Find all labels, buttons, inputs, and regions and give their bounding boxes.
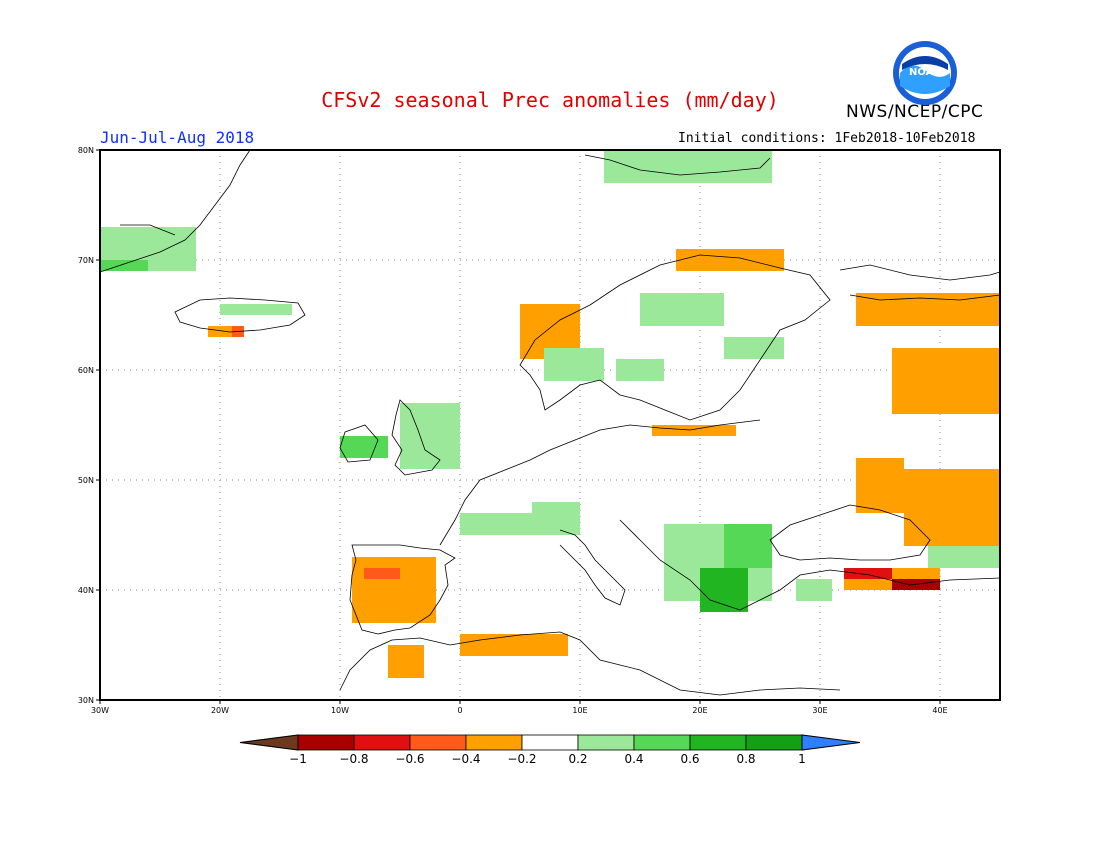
colorbar-box [521, 734, 579, 751]
coast-iceland [174, 297, 306, 333]
lon-tick-label: 10W [331, 706, 349, 715]
anomaly-cell-27 [856, 458, 904, 513]
colorbar-box [353, 734, 411, 751]
anomaly-cell-14 [652, 425, 736, 436]
anomaly-cell-1 [100, 260, 148, 271]
anomaly-cell-12 [340, 436, 388, 458]
lat-tick-label: 50N [78, 476, 94, 485]
colorbar-label: −0.6 [395, 752, 424, 766]
colorbar-label: 1 [798, 752, 806, 766]
anomaly-cell-31 [928, 546, 1000, 568]
anomaly-cell-26 [904, 469, 1000, 546]
coast-greenland [99, 149, 251, 273]
anomaly-cell-19 [724, 524, 772, 568]
agency-label: NWS/NCEP/CPC [846, 102, 984, 122]
coast-black-sea [769, 504, 931, 561]
coastline-layer [99, 149, 1001, 696]
map-border [99, 149, 1001, 701]
map-frame [100, 150, 1000, 700]
noaa-logo-icon: NOAA [893, 41, 957, 105]
colorbar-box [689, 734, 747, 751]
anomaly-cell-20 [352, 557, 436, 623]
anomaly-cell-21 [364, 568, 400, 579]
anomaly-cell-8 [544, 348, 604, 381]
lon-tick-label: 20E [692, 706, 707, 715]
lon-tick-label: 30W [91, 706, 109, 715]
lat-tick-label: 70N [78, 256, 94, 265]
lon-tick-label: 20W [211, 706, 229, 715]
colorbar-box [297, 734, 355, 751]
anomaly-cell-22 [460, 634, 568, 656]
colorbar-box [577, 734, 635, 751]
lat-tick-label: 60N [78, 366, 94, 375]
lon-tick-label: 10E [572, 706, 587, 715]
anomaly-cell-23 [388, 645, 424, 678]
coast-british-isles [339, 399, 441, 476]
anomaly-cell-9 [640, 293, 724, 326]
anomaly-layer [100, 150, 1000, 678]
anomaly-cell-18 [700, 568, 748, 612]
lon-tick-label: 40E [932, 706, 947, 715]
anomaly-cell-3 [220, 304, 292, 315]
anomaly-cell-11 [616, 359, 664, 381]
anomaly-cell-25 [892, 348, 1000, 414]
colorbar-label: −0.4 [451, 752, 480, 766]
coast-italy [559, 529, 626, 606]
forecast-period: Jun-Jul-Aug 2018 [100, 128, 255, 147]
anomaly-cell-15 [460, 513, 532, 535]
anomaly-cell-13 [400, 403, 460, 469]
anomaly-cell-16 [532, 502, 580, 535]
colorbar-label: 0.4 [624, 752, 643, 766]
coast-iberia [349, 544, 456, 635]
anomaly-cell-2 [604, 150, 772, 183]
coast-scandinavia [519, 254, 831, 421]
lat-tick-label: 30N [78, 696, 94, 705]
colorbar-label: −1 [289, 752, 307, 766]
colorbar-label: 0.6 [680, 752, 699, 766]
anomaly-cell-7 [676, 249, 784, 271]
colorbar-box [745, 734, 803, 751]
colorbar-label: −0.2 [507, 752, 536, 766]
lat-tick-label: 80N [78, 146, 94, 155]
axis-ticks: 30W 20W 10W 0 10E 20E 30E 40E 30N 40N 50N 60N 70N 80N [78, 146, 1001, 715]
colorbar-label: 0.2 [568, 752, 587, 766]
coast-europe-mainland [439, 419, 1001, 611]
lon-tick-label: 30E [812, 706, 827, 715]
colorbar-box [465, 734, 523, 751]
colorbar-arrow-left [239, 734, 299, 751]
anomaly-cell-10 [724, 337, 784, 359]
colorbar-label: 0.8 [736, 752, 755, 766]
anomaly-cell-29 [844, 568, 892, 579]
logo-text: NOAA [909, 67, 941, 78]
lat-tick-label: 40N [78, 586, 94, 595]
colorbar-label: −0.8 [339, 752, 368, 766]
coast-africa [339, 631, 841, 696]
colorbar: −1 −0.8 −0.6 −0.4 −0.2 0.2 0.4 0.6 0.8 1 [239, 734, 861, 766]
map-title: CFSv2 seasonal Prec anomalies (mm/day) [321, 88, 779, 112]
coast-russia-north [839, 264, 1001, 301]
lon-tick-label: 0 [457, 706, 462, 715]
coast-svalbard [584, 154, 771, 176]
initial-conditions: Initial conditions: 1Feb2018-10Feb2018 [678, 131, 976, 146]
colorbar-box [633, 734, 691, 751]
colorbar-arrow-right [801, 734, 861, 751]
anomaly-cell-32 [796, 579, 832, 601]
colorbar-box [409, 734, 467, 751]
